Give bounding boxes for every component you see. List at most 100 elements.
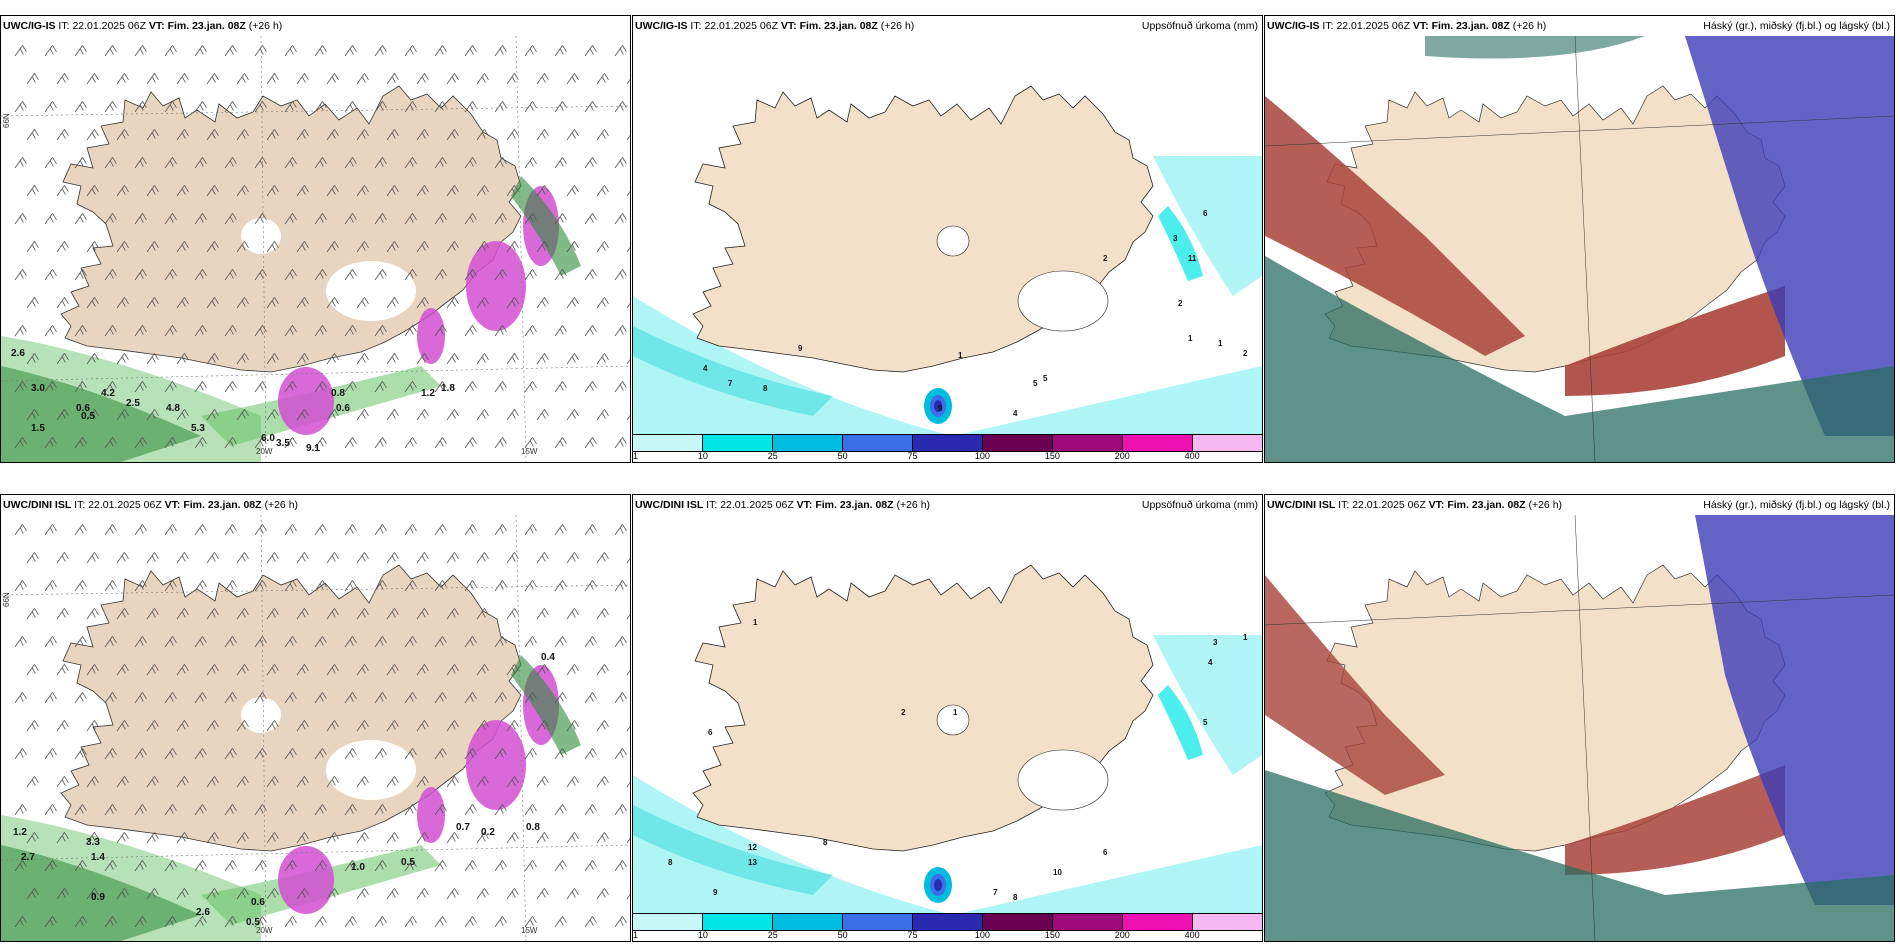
model-name: UWC/IG-IS <box>635 20 688 32</box>
legend-label: 25 <box>767 451 778 461</box>
wind-value: 0.5 <box>401 857 415 868</box>
legend-swatch <box>1193 914 1262 930</box>
legend-swatch <box>633 914 703 930</box>
precip-value: 5 <box>1033 379 1038 388</box>
glacier <box>936 225 970 257</box>
wind-value: 9.1 <box>306 443 320 454</box>
panel-title: Uppsöfnuð úrkoma (mm) <box>1141 20 1258 32</box>
wind-value: 0.9 <box>91 892 105 903</box>
lat-label: 66N <box>2 592 11 607</box>
legend-label: 400 <box>1184 930 1200 940</box>
vt-label: VT: <box>780 20 797 32</box>
legend-label: 25 <box>767 930 778 940</box>
glacier <box>241 218 281 254</box>
legend-label: 150 <box>1044 930 1060 940</box>
valid-time: Fim. 23.jan. 08Z <box>1431 20 1510 32</box>
legend-swatch <box>703 914 773 930</box>
wind-value: 6.0 <box>261 433 275 444</box>
precip-value: 12 <box>748 843 757 852</box>
low-cloud-zone <box>1265 770 1894 941</box>
lead-time: (+26 h) <box>248 20 283 32</box>
map-panel-wind: UWC/DINI ISL IT: 22.01.2025 06Z VT: Fim.… <box>0 494 631 942</box>
precip-value: 3 <box>1213 638 1218 647</box>
high-cloud-zone <box>1265 96 1525 356</box>
cloud-map <box>1265 36 1894 462</box>
legend-swatch <box>773 435 843 451</box>
init-time: 22.01.2025 06Z <box>1352 499 1426 511</box>
wind-value: 4.2 <box>101 388 115 399</box>
model-name: UWC/DINI ISL <box>635 499 704 511</box>
legend-label: 75 <box>907 451 918 461</box>
precip-value: 8 <box>763 384 768 393</box>
legend-label: 200 <box>1114 451 1130 461</box>
cloud-map <box>1265 515 1894 941</box>
legend-swatch <box>1053 914 1123 930</box>
precip-value: 1 <box>953 708 958 717</box>
wind-value: 1.2 <box>421 388 435 399</box>
precip-value: 2 <box>1103 254 1108 263</box>
panel-title: Háský (gr.), miðský (fj.bl.) og lágský (… <box>1703 20 1890 32</box>
glacier <box>326 261 416 321</box>
lead-time: (+26 h) <box>1512 20 1547 32</box>
lead-time: (+26 h) <box>880 20 915 32</box>
vt-label: VT: <box>796 499 813 511</box>
valid-time: Fim. 23.jan. 08Z <box>815 499 894 511</box>
precip-value: 7 <box>728 379 733 388</box>
precip-legend: 1 10 25 50 75 100 150 200 400 <box>633 434 1262 462</box>
wind-value: 1.8 <box>441 383 455 394</box>
legend-swatch <box>843 435 913 451</box>
precip-value: 5 <box>1203 718 1208 727</box>
vt-label: VT: <box>1412 20 1429 32</box>
wind-value: 1.4 <box>91 852 105 863</box>
it-label: IT: <box>706 499 718 511</box>
legend-swatch <box>773 914 843 930</box>
precip-value: 13 <box>748 858 757 867</box>
wind-value: 0.6 <box>251 897 265 908</box>
low-cloud-zone <box>1265 256 1894 462</box>
model-name: UWC/DINI ISL <box>3 499 72 511</box>
legend-label: 1 <box>633 451 639 461</box>
legend-label: 400 <box>1184 451 1200 461</box>
legend-swatch <box>1053 435 1123 451</box>
legend-label: 50 <box>837 930 848 940</box>
model-name: UWC/IG-IS <box>1267 20 1320 32</box>
lon-label-15w: 15W <box>521 447 538 456</box>
wind-value: 0.5 <box>246 917 260 928</box>
precip-value: 11 <box>1188 254 1197 263</box>
wind-value: 5.3 <box>191 423 205 434</box>
legend-swatch <box>983 914 1053 930</box>
lon-label-20w: 20W <box>256 447 273 456</box>
wind-value: 0.2 <box>481 827 495 838</box>
panel-title: Uppsöfnuð úrkoma (mm) <box>1141 499 1258 511</box>
map-panel-cloud: UWC/DINI ISL IT: 22.01.2025 06Z VT: Fim.… <box>1264 494 1895 942</box>
panel-header: UWC/DINI ISL IT: 22.01.2025 06Z VT: Fim.… <box>635 499 930 511</box>
wind-value: 2.6 <box>11 348 25 359</box>
it-label: IT: <box>1322 20 1334 32</box>
wind-value: 2.6 <box>196 907 210 918</box>
init-time: 22.01.2025 06Z <box>704 20 778 32</box>
wind-value: 0.4 <box>541 652 555 663</box>
valid-time: Fim. 23.jan. 08Z <box>1447 499 1526 511</box>
precip-legend: 1 10 25 50 75 100 150 200 400 <box>633 913 1262 941</box>
precip-value: 1 <box>1243 633 1248 642</box>
legend-label: 100 <box>974 451 990 461</box>
lead-time: (+26 h) <box>896 499 931 511</box>
glacier <box>241 697 281 733</box>
valid-time: Fim. 23.jan. 08Z <box>183 499 262 511</box>
vt-label: VT: <box>1428 499 1445 511</box>
high-cloud-zone <box>1265 575 1445 795</box>
wind-value: 2.5 <box>126 398 140 409</box>
lon-label-15w: 15W <box>521 926 538 935</box>
legend-label: 75 <box>907 930 918 940</box>
wind-map: 2.63.0 4.22.50.60.51.54.85.36.0 3.5 9.10.80… <box>1 36 630 462</box>
wind-value: 3.0 <box>31 383 45 394</box>
mid-cloud-zone <box>1695 515 1894 905</box>
precip-value: 2 <box>1243 349 1248 358</box>
map-panel-precip: UWC/IG-IS IT: 22.01.2025 06Z VT: Fim. 23… <box>632 15 1263 463</box>
it-label: IT: <box>74 499 86 511</box>
panel-header: UWC/IG-IS IT: 22.01.2025 06Z VT: Fim. 23… <box>3 20 282 32</box>
wind-value: 4.8 <box>166 403 180 414</box>
precip-value: 2 <box>1178 299 1183 308</box>
legend-label: 10 <box>697 930 708 940</box>
